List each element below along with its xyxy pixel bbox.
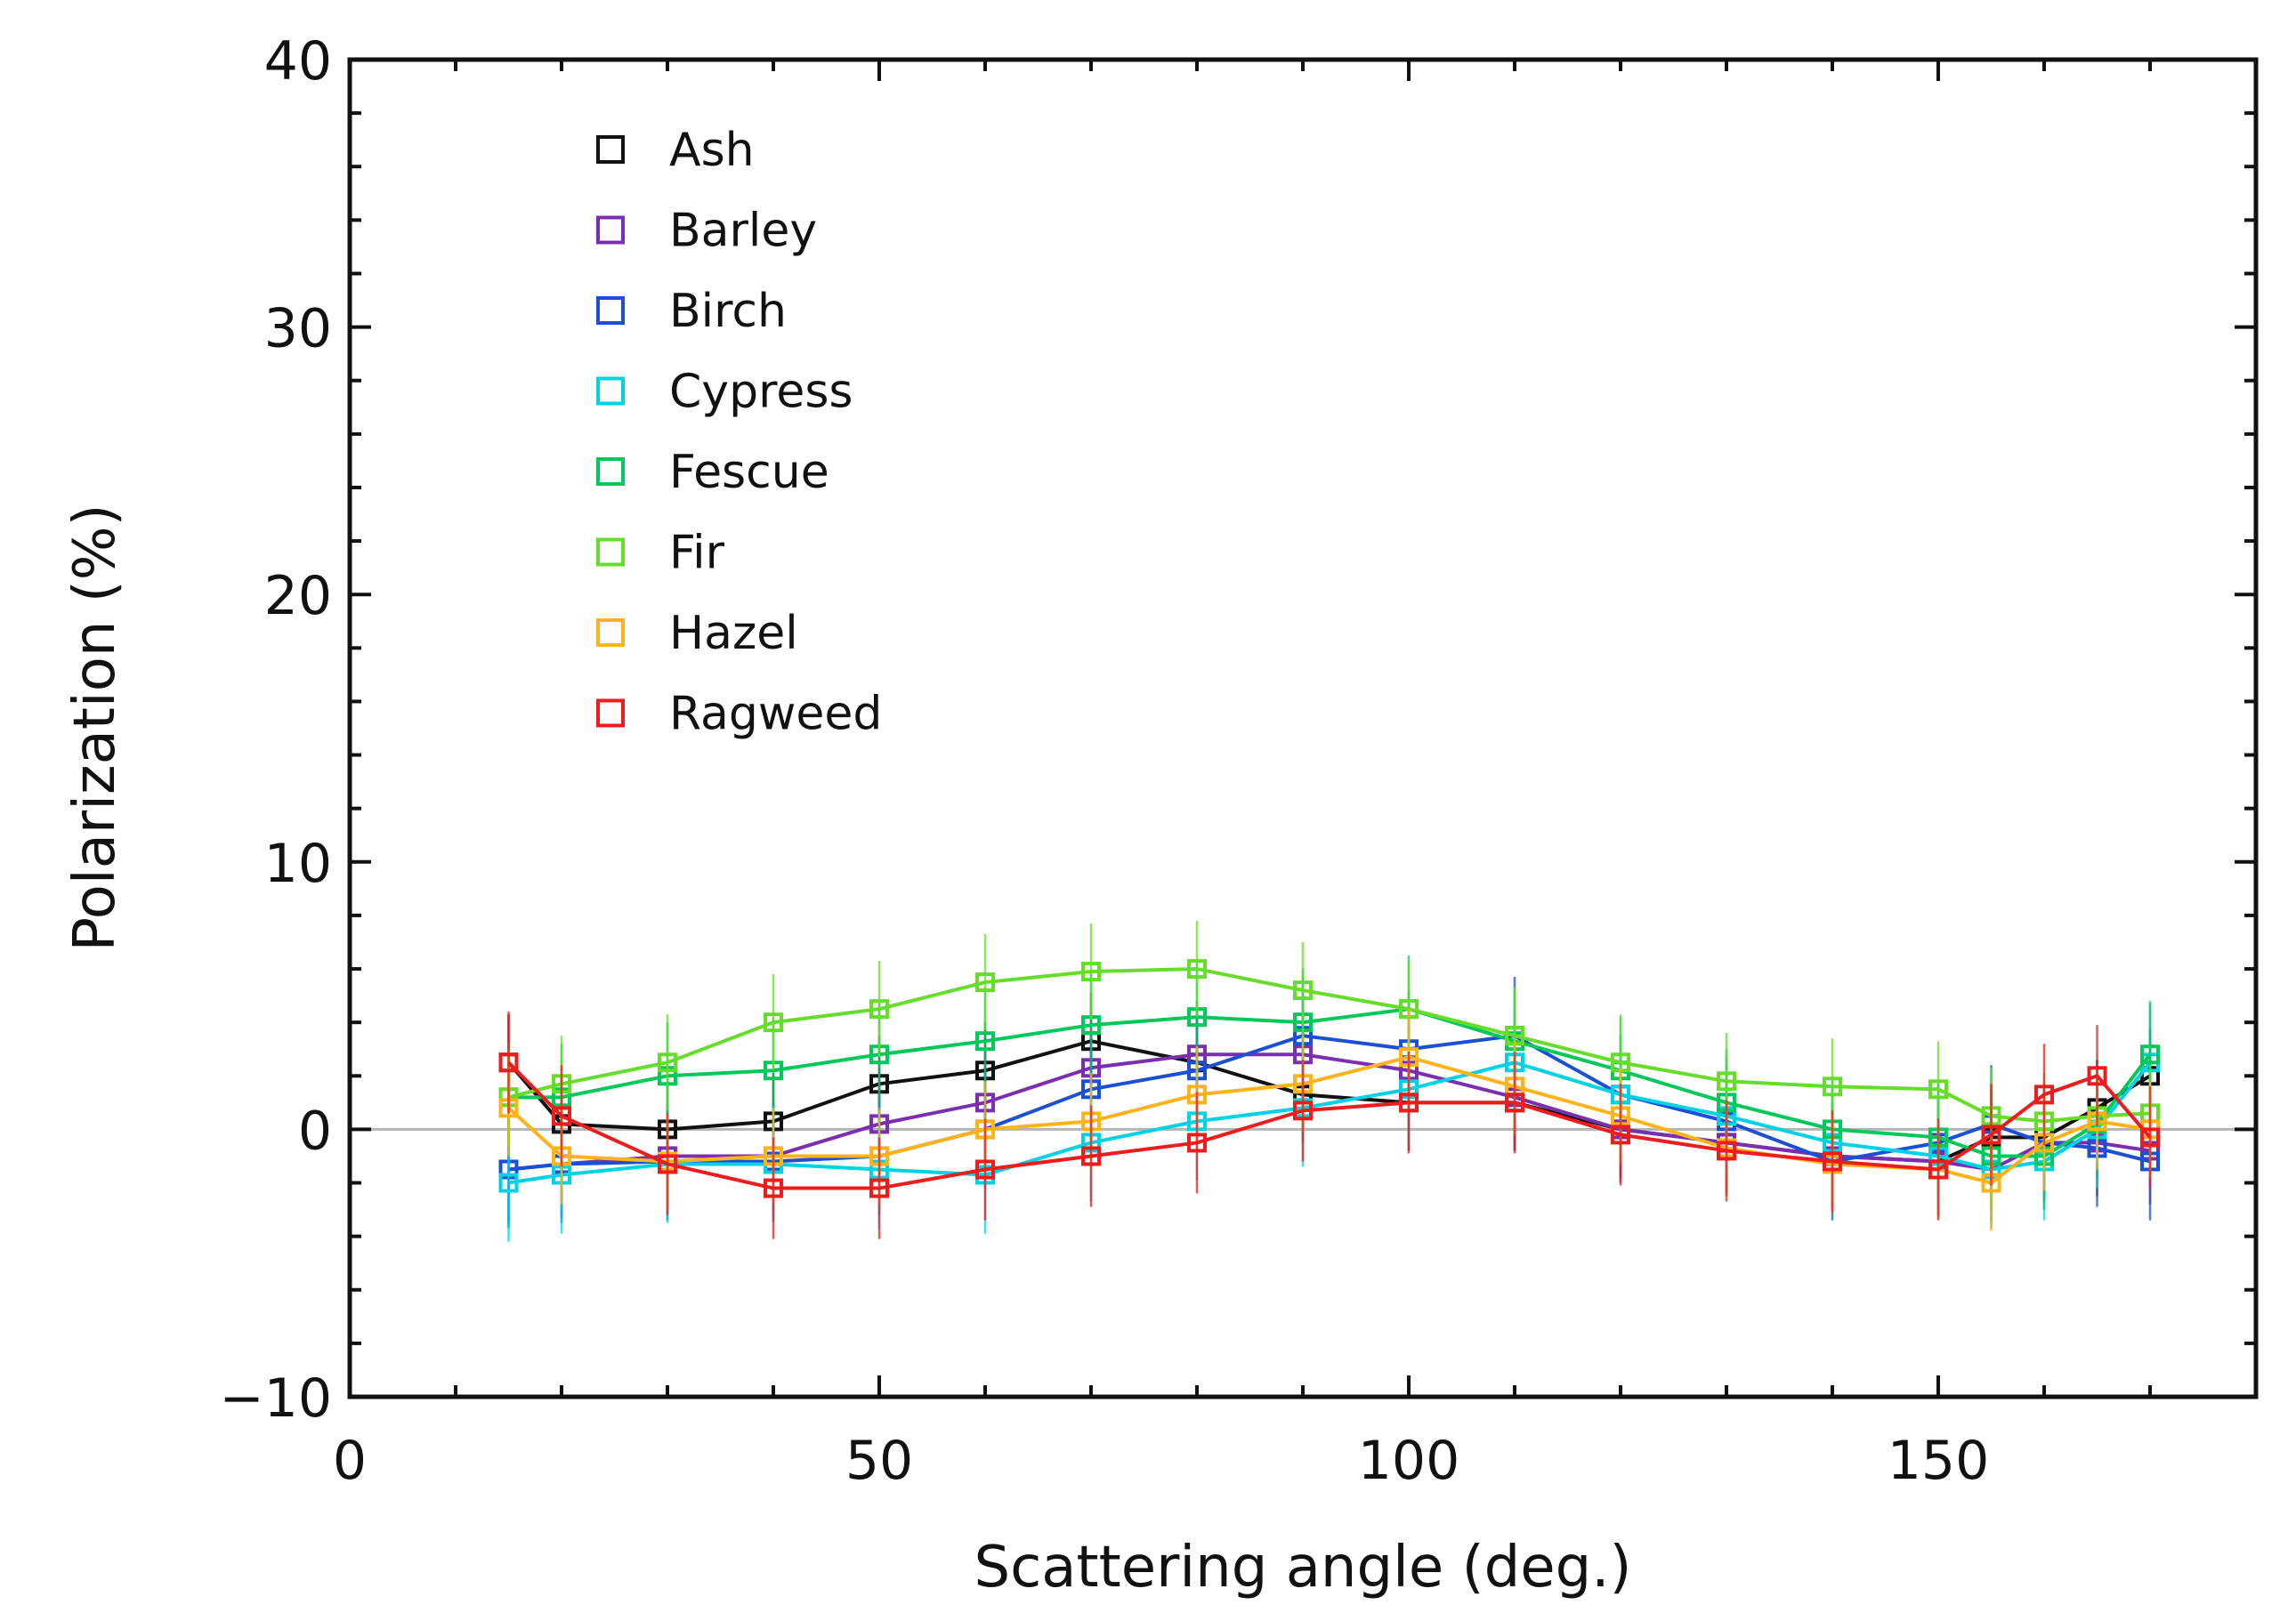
data-point xyxy=(1823,1151,1842,1172)
data-point xyxy=(1928,1159,1948,1180)
data-point xyxy=(1187,959,1207,980)
y-tick-label: 20 xyxy=(264,565,332,627)
data-point xyxy=(1187,1133,1207,1153)
legend-item-fir: Fir xyxy=(596,527,725,580)
series-ragweed xyxy=(498,1012,2160,1239)
legend-label: Barley xyxy=(669,205,817,258)
legend-item-cypress: Cypress xyxy=(596,366,853,419)
data-point xyxy=(975,1031,995,1052)
x-tick-label: 0 xyxy=(333,1430,367,1492)
data-point xyxy=(2140,1044,2160,1065)
x-tick-label: 100 xyxy=(1358,1430,1460,1492)
legend-label: Ragweed xyxy=(669,688,882,741)
data-point xyxy=(658,1154,677,1174)
y-tick-label: 30 xyxy=(264,298,332,360)
legend-label: Hazel xyxy=(669,607,798,660)
data-point xyxy=(764,1012,783,1033)
legend: Ash Barley Birch Cypress Fescue Fir Hazel Ragwe… xyxy=(596,124,882,741)
data-point xyxy=(1717,1141,1736,1161)
legend-item-fescue: Fescue xyxy=(596,446,829,499)
data-point xyxy=(1293,1101,1313,1121)
data-point xyxy=(1505,1093,1524,1113)
data-point xyxy=(764,1178,783,1198)
data-point xyxy=(1399,1093,1419,1113)
data-point xyxy=(1081,1146,1101,1166)
data-point xyxy=(1293,980,1313,1001)
legend-marker xyxy=(596,296,625,325)
y-tick-label: −10 xyxy=(219,1367,332,1430)
legend-marker xyxy=(596,135,625,164)
data-point xyxy=(2087,1066,2107,1086)
x-axis-title: Scattering angle (deg.) xyxy=(974,1535,1631,1601)
y-tick-label: 0 xyxy=(298,1100,332,1162)
data-point xyxy=(1717,1071,1736,1092)
y-tick-label: 40 xyxy=(264,30,332,93)
data-point xyxy=(869,999,889,1020)
legend-marker xyxy=(596,457,625,486)
legend-item-barley: Barley xyxy=(596,205,817,258)
data-point xyxy=(498,1173,519,1193)
data-point xyxy=(1928,1079,1948,1100)
legend-marker xyxy=(596,215,625,245)
data-point xyxy=(2140,1127,2160,1148)
legend-item-ash: Ash xyxy=(596,124,755,177)
legend-label: Fir xyxy=(669,527,725,580)
axis-ticks xyxy=(348,58,2258,1399)
series-group xyxy=(498,920,2160,1242)
legend-marker xyxy=(596,376,625,406)
data-point xyxy=(869,1178,889,1198)
legend-marker xyxy=(596,537,625,567)
data-point xyxy=(2034,1085,2054,1105)
series-line xyxy=(507,1061,2152,1190)
data-point xyxy=(498,1052,519,1073)
y-tick-label: 10 xyxy=(264,833,332,895)
data-point xyxy=(1981,1125,2001,1145)
legend-label: Fescue xyxy=(669,446,829,499)
data-point xyxy=(552,1106,571,1126)
legend-marker xyxy=(596,698,625,728)
data-point xyxy=(1081,962,1101,982)
x-tick-label: 50 xyxy=(845,1430,913,1492)
x-tick-label: 150 xyxy=(1888,1430,1990,1492)
legend-item-hazel: Hazel xyxy=(596,607,798,660)
data-point xyxy=(658,1052,677,1073)
data-point xyxy=(1611,1125,1630,1145)
data-point xyxy=(975,1159,995,1180)
data-point xyxy=(975,972,995,993)
legend-item-ragweed: Ragweed xyxy=(596,688,882,741)
x-axis-tick-labels: 0 50 100 150 xyxy=(333,1430,1989,1492)
legend-label: Ash xyxy=(669,124,755,177)
y-axis-tick-labels: −10 0 10 20 30 40 xyxy=(219,30,332,1430)
data-point xyxy=(1823,1077,1842,1097)
legend-label: Cypress xyxy=(669,366,853,419)
legend-label: Birch xyxy=(669,285,787,338)
legend-item-birch: Birch xyxy=(596,285,787,338)
legend-marker xyxy=(596,618,625,647)
y-axis-title: Polarization (%) xyxy=(62,504,128,951)
